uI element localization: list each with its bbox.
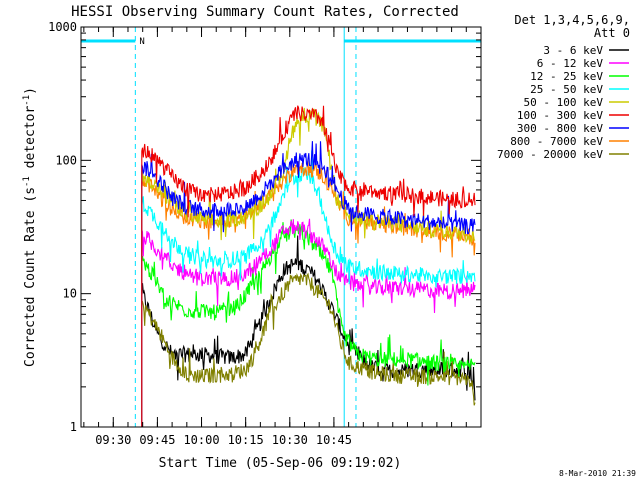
legend-entry-label: 3 - 6 keV <box>543 44 603 57</box>
y-tick-label: 10 <box>63 287 77 301</box>
chart-title: HESSI Observing Summary Count Rates, Cor… <box>71 4 459 20</box>
series-line <box>141 235 476 427</box>
x-tick-label: 09:45 <box>139 433 175 447</box>
y-axis-label: Corrected Count Rate (s-1 detector-1) <box>22 87 38 367</box>
legend-entry-label: 25 - 50 keV <box>530 83 603 96</box>
legend-entry-label: 300 - 800 keV <box>517 122 603 135</box>
legend-entry-label: 12 - 25 keV <box>530 70 603 83</box>
legend-entry-label: 6 - 12 keV <box>537 57 604 70</box>
x-axis-label: Start Time (05-Sep-06 09:19:02) <box>159 456 402 471</box>
series-line <box>141 141 476 427</box>
axes: 1 10 100 1000 09:30 09:45 10:00 10:15 10:30 10:45 <box>48 20 482 447</box>
y-tick-label: 1 <box>70 420 77 434</box>
x-tick-label: 09:30 <box>95 433 131 447</box>
x-tick-label: 10:30 <box>272 433 308 447</box>
series-line <box>141 105 476 427</box>
legend-entry-label: 800 - 7000 keV <box>510 135 603 148</box>
y-tick-label: 100 <box>55 153 77 167</box>
series-line <box>141 150 476 427</box>
plot-frame <box>80 26 482 428</box>
y-tick-label: 1000 <box>48 20 77 34</box>
x-tick-label: 10:45 <box>316 433 352 447</box>
series-line <box>141 107 476 427</box>
footer-date: 8-Mar-2010 21:39 <box>559 469 636 478</box>
series-line <box>141 219 476 427</box>
legend-entry-label: 7000 - 20000 keV <box>497 148 603 161</box>
legend-header-2: Att 0 <box>594 26 630 40</box>
legend-header-1: Det 1,3,4,5,6,9, <box>514 13 630 27</box>
series-line <box>141 272 476 427</box>
series-layer <box>141 105 476 427</box>
legend-entry-label: 100 - 300 keV <box>517 109 603 122</box>
legend-entry-label: 50 - 100 keV <box>524 96 604 109</box>
x-tick-label: 10:00 <box>183 433 219 447</box>
x-tick-label: 10:15 <box>228 433 264 447</box>
series-line <box>141 218 476 427</box>
night-marker-label: N <box>139 37 144 47</box>
